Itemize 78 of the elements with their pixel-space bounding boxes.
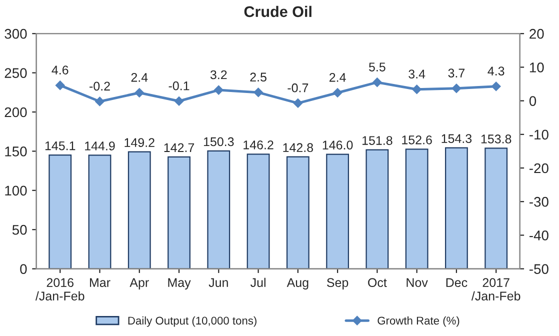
- data-label: -0.7: [288, 83, 308, 92]
- data-label: 154.3: [442, 134, 472, 144]
- x-tick-label: Jul: [250, 278, 266, 288]
- data-label: 2.4: [329, 73, 346, 82]
- y-tick-label: 250: [4, 68, 27, 78]
- point: [174, 96, 184, 106]
- x-tick-label: Sep: [327, 278, 348, 290]
- y-tick-label: 100: [5, 186, 27, 196]
- data-label: 3.2: [210, 70, 227, 80]
- y-tick-label: 300: [4, 28, 27, 39]
- bar: [405, 148, 428, 269]
- y-tick-label: 50: [12, 224, 27, 235]
- x-tick-label: 2017 /Jan-Feb: [471, 278, 520, 300]
- y-tick-label: 200: [4, 107, 27, 118]
- bar: [88, 154, 112, 269]
- point: [293, 98, 303, 108]
- bar: [286, 156, 310, 269]
- point: [332, 88, 342, 98]
- point: [134, 88, 144, 98]
- data-label: 146.0: [322, 140, 353, 150]
- data-label: 149.2: [124, 138, 154, 148]
- legend-label: Daily Output (10,000 tons): [128, 316, 256, 327]
- y2-tick-label: -50: [530, 264, 548, 274]
- data-label: 3.4: [408, 70, 426, 79]
- chart-title: Crude Oil: [244, 6, 312, 18]
- y2-tick-label: -10: [530, 130, 548, 140]
- y2-tick-label: -40: [530, 230, 548, 240]
- bar: [168, 156, 190, 269]
- data-label: 5.5: [369, 62, 386, 72]
- data-label: 153.8: [481, 134, 512, 144]
- y2-tick-label: 0: [529, 96, 536, 106]
- data-label: -0.2: [90, 82, 110, 91]
- x-tick-label: Nov: [406, 278, 428, 288]
- data-label: 146.2: [244, 140, 274, 150]
- point: [452, 84, 462, 93]
- bar: [207, 150, 230, 269]
- data-label: 150.3: [204, 137, 234, 146]
- point: [254, 88, 263, 98]
- data-label: 151.8: [362, 136, 392, 145]
- x-tick-label: Aug: [286, 278, 308, 290]
- x-tick-label: Apr: [130, 278, 149, 290]
- data-label: 145.1: [45, 141, 76, 150]
- data-label: 3.7: [448, 68, 465, 78]
- y2-tick-label: -20: [530, 163, 548, 174]
- data-label: 144.9: [85, 142, 115, 150]
- data-label: 2.5: [250, 72, 266, 82]
- x-tick-label: Jun: [208, 278, 228, 288]
- point: [55, 80, 65, 90]
- bar: [445, 147, 468, 269]
- y-tick-label: 0: [20, 264, 27, 274]
- bar: [366, 149, 389, 269]
- data-label: 4.6: [52, 66, 68, 74]
- y2-tick-label: 20: [530, 28, 544, 39]
- point: [214, 85, 224, 95]
- x-tick-label: Oct: [368, 278, 387, 288]
- legend-label: Growth Rate (%): [378, 316, 460, 327]
- x-tick-label: Dec: [446, 278, 468, 288]
- point: [95, 96, 104, 106]
- bar: [128, 151, 151, 269]
- data-label: 142.8: [283, 143, 314, 152]
- data-label: -0.1: [168, 81, 190, 90]
- data-label: 152.6: [402, 135, 432, 144]
- y2-tick-label: 10: [530, 62, 544, 72]
- y2-tick-label: -30: [530, 196, 548, 207]
- point: [372, 78, 382, 87]
- point: [491, 82, 501, 91]
- data-label: 4.3: [488, 66, 504, 76]
- x-tick-label: Mar: [90, 278, 110, 288]
- y-tick-label: 150: [5, 146, 27, 156]
- x-tick-label: May: [168, 278, 191, 290]
- bar: [246, 154, 270, 269]
- bar: [484, 148, 508, 269]
- point: [412, 84, 422, 94]
- x-tick-label: 2016 /Jan-Feb: [35, 278, 84, 300]
- data-label: 142.7: [164, 143, 194, 152]
- bar: [48, 154, 72, 269]
- bar: [326, 154, 350, 269]
- data-label: 2.4: [131, 73, 148, 82]
